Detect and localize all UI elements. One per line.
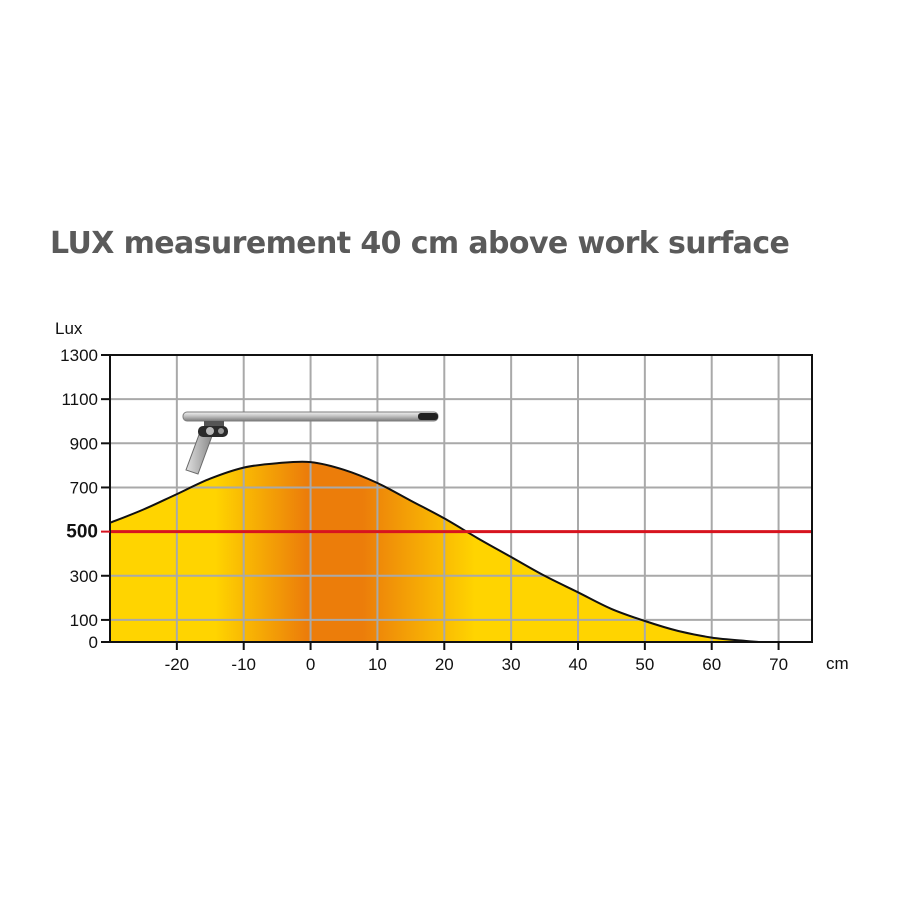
plot-frame	[109, 354, 813, 643]
chart-title: LUX measurement 40 cm above work surface	[50, 226, 790, 261]
y-axis-label: Lux	[55, 319, 83, 338]
lamp-arm	[185, 431, 213, 475]
reference-line-label: 500	[66, 522, 98, 543]
x-tick-label: 50	[635, 655, 654, 674]
lux-area-layer	[110, 461, 759, 642]
x-tick-label: -20	[165, 655, 190, 674]
x-tick-label: 60	[702, 655, 721, 674]
grid	[109, 355, 812, 643]
x-axis-label: cm	[826, 654, 849, 673]
lamp-joint-knob	[206, 427, 214, 435]
y-tick-label: 0	[89, 633, 98, 652]
x-tick-label: 10	[368, 655, 387, 674]
x-tick-label: 20	[435, 655, 454, 674]
y-tick-label: 700	[70, 478, 98, 497]
x-tick-label: 0	[306, 655, 315, 674]
y-tick-label: 900	[70, 434, 98, 453]
plot-frame-layer	[109, 354, 813, 643]
axis-ticks: 0 100 300 500 700 900 1100 1300 -20 -10 0 10 20 30 40 5…	[55, 319, 849, 674]
y-tick-label: 1100	[61, 390, 98, 409]
lamp-illustration	[182, 411, 439, 475]
x-tick-label: 40	[569, 655, 588, 674]
x-tick-label: -10	[231, 655, 256, 674]
lamp-end-cap	[418, 413, 438, 420]
y-tick-label: 300	[70, 567, 98, 586]
y-tick-label: 1300	[60, 346, 98, 365]
lamp-joint-knob	[218, 428, 224, 434]
lux-area-fill	[110, 461, 759, 642]
lamp-clamp	[204, 421, 224, 429]
x-tick-label: 30	[502, 655, 521, 674]
y-tick-label: 100	[70, 611, 98, 630]
lamp-bar	[182, 411, 439, 422]
lux-curve	[109, 460, 759, 643]
x-tick-label: 70	[769, 655, 788, 674]
